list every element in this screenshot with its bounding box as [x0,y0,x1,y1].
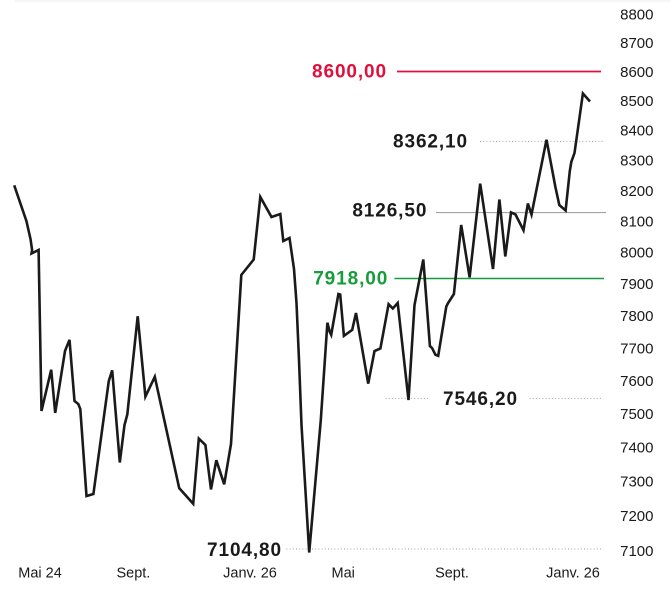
svg-text:8800: 8800 [620,6,653,23]
svg-text:8500: 8500 [620,93,653,110]
svg-text:Mai 24: Mai 24 [18,566,62,582]
svg-text:Sept.: Sept. [116,566,150,582]
svg-text:8362,10: 8362,10 [393,132,468,153]
svg-text:8200: 8200 [620,183,653,200]
svg-text:8600: 8600 [620,64,653,81]
svg-text:7300: 7300 [620,474,653,491]
svg-text:7100: 7100 [620,543,653,560]
svg-text:7700: 7700 [620,340,653,357]
svg-text:Janv. 26: Janv. 26 [223,566,277,582]
svg-text:7918,00: 7918,00 [313,269,388,290]
svg-text:7500: 7500 [620,406,653,423]
svg-text:8000: 8000 [620,245,653,262]
svg-text:Mai: Mai [332,566,355,582]
svg-text:8400: 8400 [620,123,653,140]
svg-text:7800: 7800 [620,308,653,325]
svg-text:7600: 7600 [620,373,653,390]
svg-text:8300: 8300 [620,153,653,170]
svg-text:8126,50: 8126,50 [352,200,427,221]
svg-text:8100: 8100 [620,214,653,231]
svg-text:7546,20: 7546,20 [443,389,518,410]
svg-text:8700: 8700 [620,35,653,52]
svg-text:8600,00: 8600,00 [312,62,387,83]
svg-text:Sept.: Sept. [435,566,469,582]
svg-text:7104,80: 7104,80 [207,540,282,561]
svg-text:7200: 7200 [620,508,653,525]
svg-text:7900: 7900 [620,276,653,293]
svg-text:7400: 7400 [620,440,653,457]
svg-text:Janv. 26: Janv. 26 [546,566,600,582]
